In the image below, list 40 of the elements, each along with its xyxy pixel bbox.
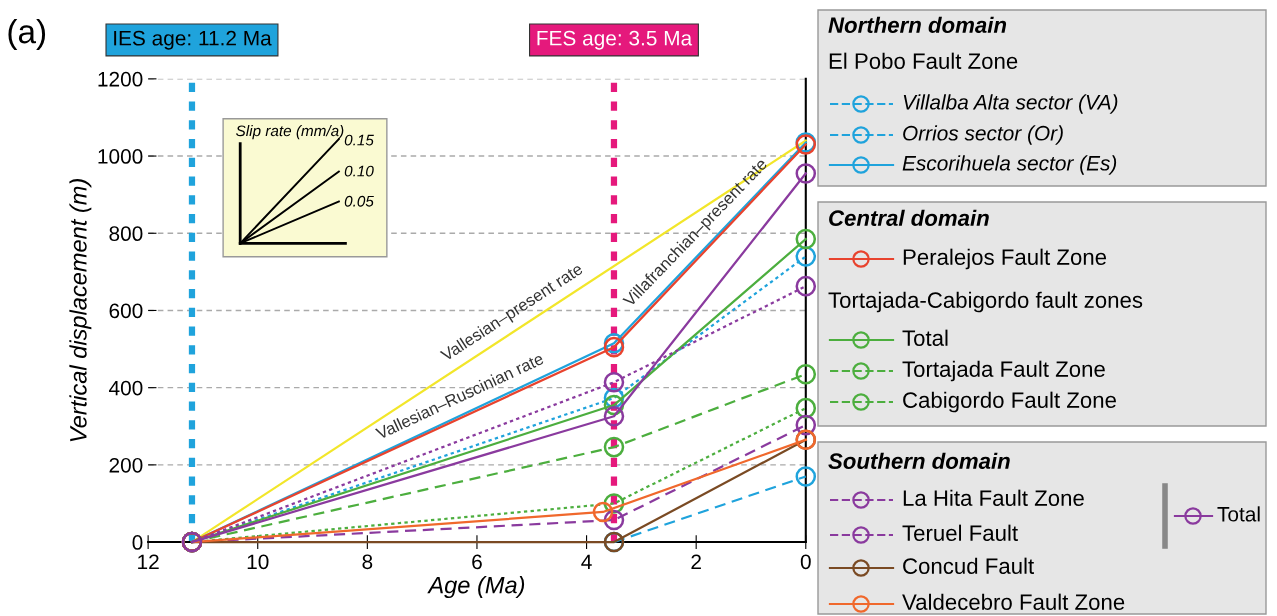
y-axis-title: Vertical displacement (m) — [69, 179, 92, 442]
annotation: Slip rate (mm/a) — [236, 125, 344, 140]
legend-label: Teruel Fault — [902, 524, 1018, 541]
y-tick-label: 600 — [109, 303, 143, 319]
legend-label: Villalba Alta sector (VA) — [903, 94, 1118, 114]
text: Northern domain — [828, 16, 1007, 33]
y-tick-label: 1000 — [98, 149, 143, 164]
text: El Pobo Fault Zone — [829, 52, 1018, 69]
legend-label: Total — [1217, 506, 1260, 522]
text: (a) — [8, 18, 46, 51]
legend-label: Valdecebro Fault Zone — [902, 593, 1125, 610]
annotation: 0.05 — [344, 195, 374, 207]
legend-label: Tortajada Fault Zone — [902, 360, 1105, 382]
text: Central domain — [829, 209, 989, 226]
x-tick-label: 4 — [581, 554, 592, 569]
x-tick-label: 12 — [138, 554, 159, 569]
x-tick-label: 10 — [247, 554, 269, 570]
y-tick-label: 1200 — [98, 71, 143, 87]
text: Tortajada-Cabigordo fault zones — [828, 291, 1143, 313]
x-tick-label: 8 — [362, 554, 373, 570]
legend-label: Peralejos Fault Zone — [903, 248, 1107, 270]
legend-label: Orrios sector (Or) — [903, 125, 1063, 145]
legend-label: La Hita Fault Zone — [903, 489, 1084, 506]
y-tick-label: 400 — [108, 380, 143, 396]
ref-line-label: FES age: 3.5 Ma — [537, 30, 693, 50]
annotation: 0.15 — [344, 134, 374, 146]
text: Southern domain — [828, 452, 1010, 469]
legend-label: Concud Fault — [903, 557, 1035, 574]
legend-label: Total — [902, 329, 948, 346]
y-tick-label: 0 — [132, 535, 143, 550]
ref-line-label: IES age: 11.2 Ma — [114, 30, 272, 50]
legend-label: Escorihuela sector (Es) — [902, 155, 1117, 175]
y-tick-label: 200 — [109, 457, 143, 473]
x-tick-label: 6 — [472, 554, 482, 570]
annotation: 0.10 — [344, 165, 374, 177]
x-tick-label: 2 — [691, 554, 701, 569]
y-tick-label: 800 — [109, 226, 143, 242]
x-axis-title: Age (Ma) — [427, 576, 525, 599]
legend-label: Cabigordo Fault Zone — [903, 391, 1116, 413]
x-tick-label: 0 — [800, 554, 811, 570]
